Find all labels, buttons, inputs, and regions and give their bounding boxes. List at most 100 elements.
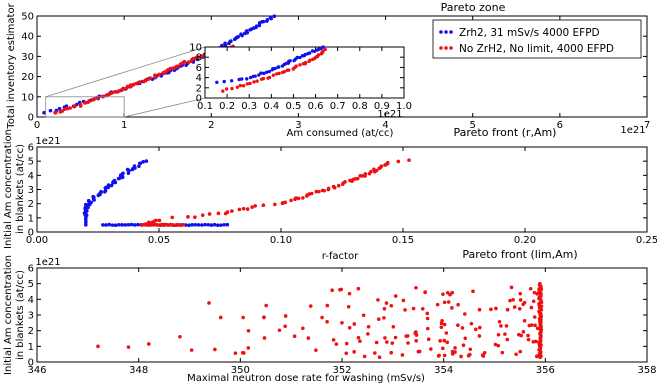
p3-point bbox=[283, 324, 287, 329]
p2-point bbox=[186, 215, 190, 219]
inset-point bbox=[312, 49, 317, 54]
p2-ytick-label: 2 bbox=[28, 199, 34, 210]
inset-point bbox=[267, 75, 272, 80]
p1-point-nozrh2 bbox=[175, 64, 180, 68]
p3-point bbox=[390, 341, 395, 345]
p3-point bbox=[489, 307, 493, 312]
p2-point bbox=[309, 191, 314, 196]
p2-point bbox=[253, 204, 258, 208]
legend-marker bbox=[439, 46, 443, 50]
p3-point bbox=[393, 294, 398, 298]
p2-point bbox=[230, 209, 234, 213]
inset-point bbox=[248, 75, 253, 80]
inset-point bbox=[215, 80, 219, 84]
p3-point bbox=[527, 323, 532, 328]
inset-xtick-label: 0.7 bbox=[330, 101, 346, 112]
p2-point bbox=[209, 223, 214, 227]
p2-point bbox=[101, 223, 105, 227]
p3-point bbox=[463, 336, 468, 341]
inset-point bbox=[267, 69, 272, 74]
p2-point bbox=[200, 213, 205, 218]
p2-point bbox=[283, 200, 287, 205]
p2-point bbox=[113, 223, 118, 228]
p3-point bbox=[518, 298, 523, 302]
p2-point bbox=[91, 194, 95, 199]
inset-point bbox=[265, 70, 269, 74]
p2-point bbox=[225, 210, 230, 214]
inset-point bbox=[235, 85, 240, 89]
p3-point bbox=[352, 350, 356, 354]
inset-point bbox=[252, 80, 256, 84]
p3-point bbox=[477, 334, 482, 338]
p1-point-nozrh2 bbox=[100, 94, 105, 99]
p3-point bbox=[508, 298, 512, 303]
p3-point bbox=[499, 324, 503, 328]
p3-point bbox=[344, 341, 349, 346]
p1-x-exponent: 1e21 bbox=[620, 125, 645, 136]
inset-point bbox=[245, 77, 249, 81]
p3-point bbox=[262, 336, 267, 340]
p3-point bbox=[362, 354, 367, 359]
p3-point bbox=[505, 337, 510, 342]
inset-point bbox=[262, 71, 266, 76]
legend-marker bbox=[449, 30, 453, 34]
p3-point bbox=[385, 340, 389, 344]
p3-point bbox=[262, 315, 266, 319]
p3-point bbox=[347, 325, 352, 330]
legend-entry: No ZrH2, No limit, 4000 EFPD bbox=[459, 43, 614, 55]
inset-ytick-label: 0 bbox=[196, 94, 202, 105]
p3-point bbox=[528, 286, 533, 291]
inset-point bbox=[229, 79, 234, 83]
p3-point bbox=[277, 328, 282, 333]
p3-point bbox=[442, 322, 447, 327]
p3-point bbox=[426, 337, 431, 342]
p3-point bbox=[517, 306, 522, 311]
p3-point bbox=[514, 352, 518, 357]
p2-point bbox=[89, 200, 93, 205]
p2-point bbox=[109, 183, 114, 188]
p2-point bbox=[106, 183, 111, 187]
p3-point bbox=[325, 319, 329, 324]
p2-point bbox=[104, 223, 108, 227]
p3-point bbox=[126, 345, 131, 349]
p3-point bbox=[320, 315, 324, 320]
p3-point bbox=[450, 306, 454, 310]
p2-point bbox=[121, 171, 125, 176]
inset-point bbox=[277, 71, 281, 76]
p2-point bbox=[103, 188, 108, 193]
p3-point bbox=[445, 290, 450, 295]
p3-point bbox=[246, 346, 251, 350]
p2-point bbox=[199, 223, 204, 227]
p2-y-exponent: 1e21 bbox=[35, 136, 60, 147]
p2-ytick-label: 1 bbox=[28, 213, 34, 224]
p3-point bbox=[468, 347, 473, 352]
p3-point bbox=[420, 306, 425, 311]
p2-point bbox=[301, 196, 305, 200]
p2-point bbox=[203, 222, 207, 227]
p1-point-zrh2 bbox=[236, 34, 241, 39]
p1-point-nozrh2 bbox=[162, 70, 166, 75]
inset-point bbox=[237, 77, 241, 82]
p3-point bbox=[477, 307, 482, 312]
p2-point bbox=[273, 202, 277, 207]
p3-point bbox=[425, 311, 430, 316]
inset-point bbox=[323, 47, 327, 52]
p2-point bbox=[107, 222, 112, 227]
p1-point-zrh2 bbox=[223, 41, 227, 46]
p3-point bbox=[347, 291, 352, 296]
p2-point bbox=[125, 167, 130, 172]
inset-xtick-label: 0.8 bbox=[352, 101, 368, 112]
p2-point bbox=[250, 205, 254, 209]
p3-point bbox=[382, 306, 387, 311]
p3-xtick-label: 358 bbox=[637, 365, 656, 376]
p1-zoom-connector bbox=[45, 46, 206, 98]
p1-ytick-label: 30 bbox=[21, 52, 34, 63]
p2-xtick-label: 0.15 bbox=[392, 235, 414, 246]
inset-point bbox=[307, 51, 312, 55]
p2-point bbox=[137, 164, 141, 169]
p3-point bbox=[442, 338, 447, 343]
p3-point bbox=[518, 291, 523, 296]
p3-point bbox=[147, 342, 151, 346]
p2-point bbox=[144, 159, 149, 163]
p2-point bbox=[326, 186, 331, 191]
